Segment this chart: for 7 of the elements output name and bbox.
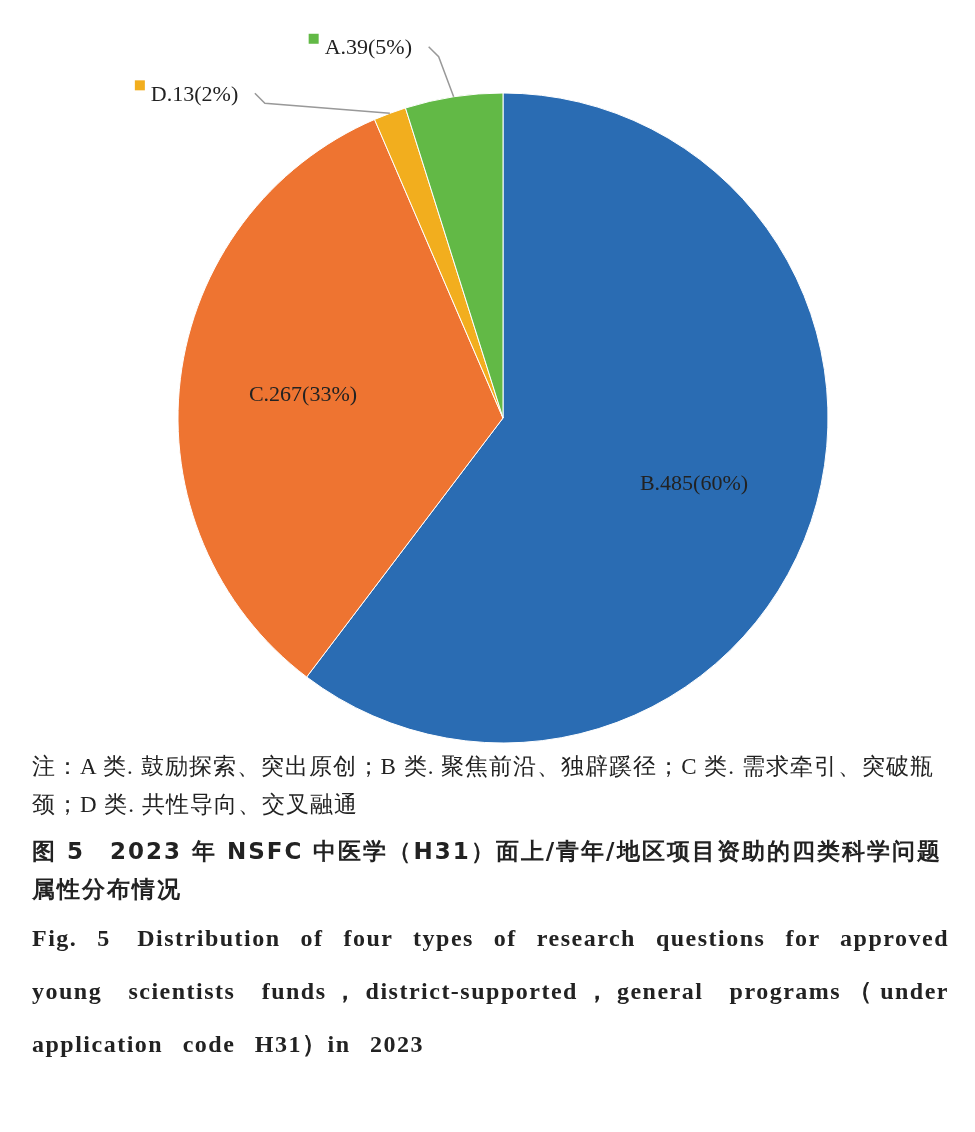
text: 注：A 类. 鼓励探索、突出原创；B 类. 聚焦前沿、独辟蹊径；C 类. 需求牵引、突破瓶颈；D 类. 共性导向、交叉融通 [32, 753, 935, 819]
slice-label: C.267(33%) [248, 381, 358, 407]
legend-label: A.39(5%) [324, 34, 413, 60]
text: Fig. 5 Distribution of four types of research questions for approved young scientists funds，district-supported，general programs（under application code H31）in 2023 [32, 924, 949, 1059]
text: 图 5 2023 年 NSFC 中医学（H31）面上/青年/地区项目资助的四类科学问题属性分布情况 [32, 837, 943, 904]
legend-label: D.13(2%) [150, 80, 239, 106]
slice-label: B.485(60%) [639, 469, 749, 495]
